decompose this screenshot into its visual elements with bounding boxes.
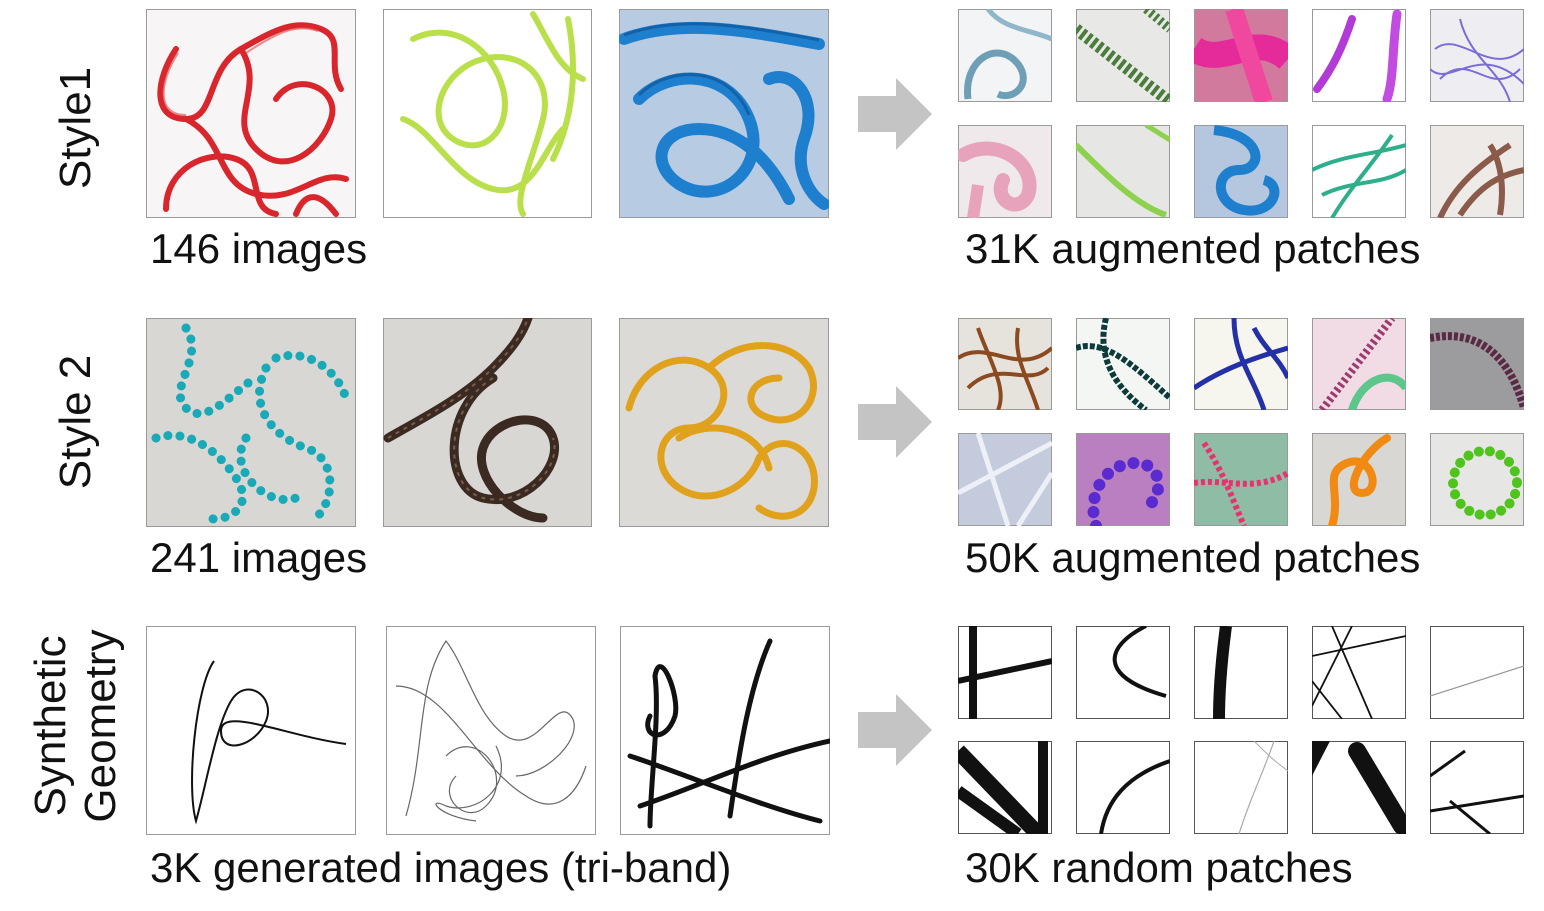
caption-synthetic-patches: 30K random patches <box>965 844 1353 891</box>
synthetic-source-gray <box>386 626 596 835</box>
style1-patch-8 <box>1194 125 1288 218</box>
row-label-synthetic-line1: Synthetic <box>26 635 75 817</box>
caption-style2-sources: 241 images <box>150 534 368 581</box>
style2-patch-6 <box>958 433 1052 526</box>
style2-source-cyan-beads <box>146 318 356 527</box>
style2-patch-4 <box>1312 318 1406 410</box>
caption-style1-sources: 146 images <box>150 225 368 272</box>
synthetic-patch-10 <box>1430 741 1524 834</box>
style1-patch-1 <box>958 9 1052 102</box>
row-label-style2: Style 2 <box>51 354 100 490</box>
style1-patch-10 <box>1430 125 1524 218</box>
arrow-row1 <box>858 78 932 150</box>
style2-source-brown-rope <box>383 318 592 527</box>
synthetic-patch-3 <box>1194 626 1288 719</box>
style2-patch-3 <box>1194 318 1288 410</box>
arrow-row3 <box>858 694 932 766</box>
row-label-synthetic: Synthetic Geometry <box>26 629 126 822</box>
style2-patch-5 <box>1430 318 1524 410</box>
style1-patch-6 <box>958 125 1052 218</box>
synthetic-patch-7 <box>1076 741 1170 834</box>
style2-patch-2 <box>1076 318 1170 410</box>
row-label-synthetic-line2: Geometry <box>76 629 125 823</box>
arrow-row2 <box>858 386 932 458</box>
synthetic-patch-9 <box>1312 741 1406 834</box>
style2-patch-7 <box>1076 433 1170 526</box>
style1-source-red-strokes <box>146 9 356 218</box>
caption-style1-patches: 31K augmented patches <box>965 225 1421 272</box>
synthetic-patch-8 <box>1194 741 1288 834</box>
style1-patch-9 <box>1312 125 1406 218</box>
caption-synthetic-sources: 3K generated images (tri-band) <box>150 844 732 891</box>
style1-patch-4 <box>1312 9 1406 102</box>
row-label-style1: Style1 <box>51 66 100 190</box>
caption-style2-patches: 50K augmented patches <box>965 534 1421 581</box>
style2-patch-9 <box>1312 433 1406 526</box>
synthetic-source-thin <box>146 626 356 835</box>
style1-source-lime-strokes <box>383 9 592 218</box>
synthetic-patch-1 <box>958 626 1052 719</box>
style1-patch-3 <box>1194 9 1288 102</box>
synthetic-source-thick <box>620 626 830 835</box>
style1-patch-2 <box>1076 9 1170 102</box>
synthetic-patch-4 <box>1312 626 1406 719</box>
style2-patch-10 <box>1430 433 1524 526</box>
synthetic-patch-5 <box>1430 626 1524 719</box>
style1-source-blue-strokes <box>619 9 829 218</box>
style1-patch-7 <box>1076 125 1170 218</box>
style2-source-gold-ribbon <box>619 318 829 527</box>
style2-patch-1 <box>958 318 1052 410</box>
synthetic-patch-2 <box>1076 626 1170 719</box>
synthetic-patch-6 <box>958 741 1052 834</box>
style1-patch-5 <box>1430 9 1524 102</box>
style2-patch-8 <box>1194 433 1288 526</box>
